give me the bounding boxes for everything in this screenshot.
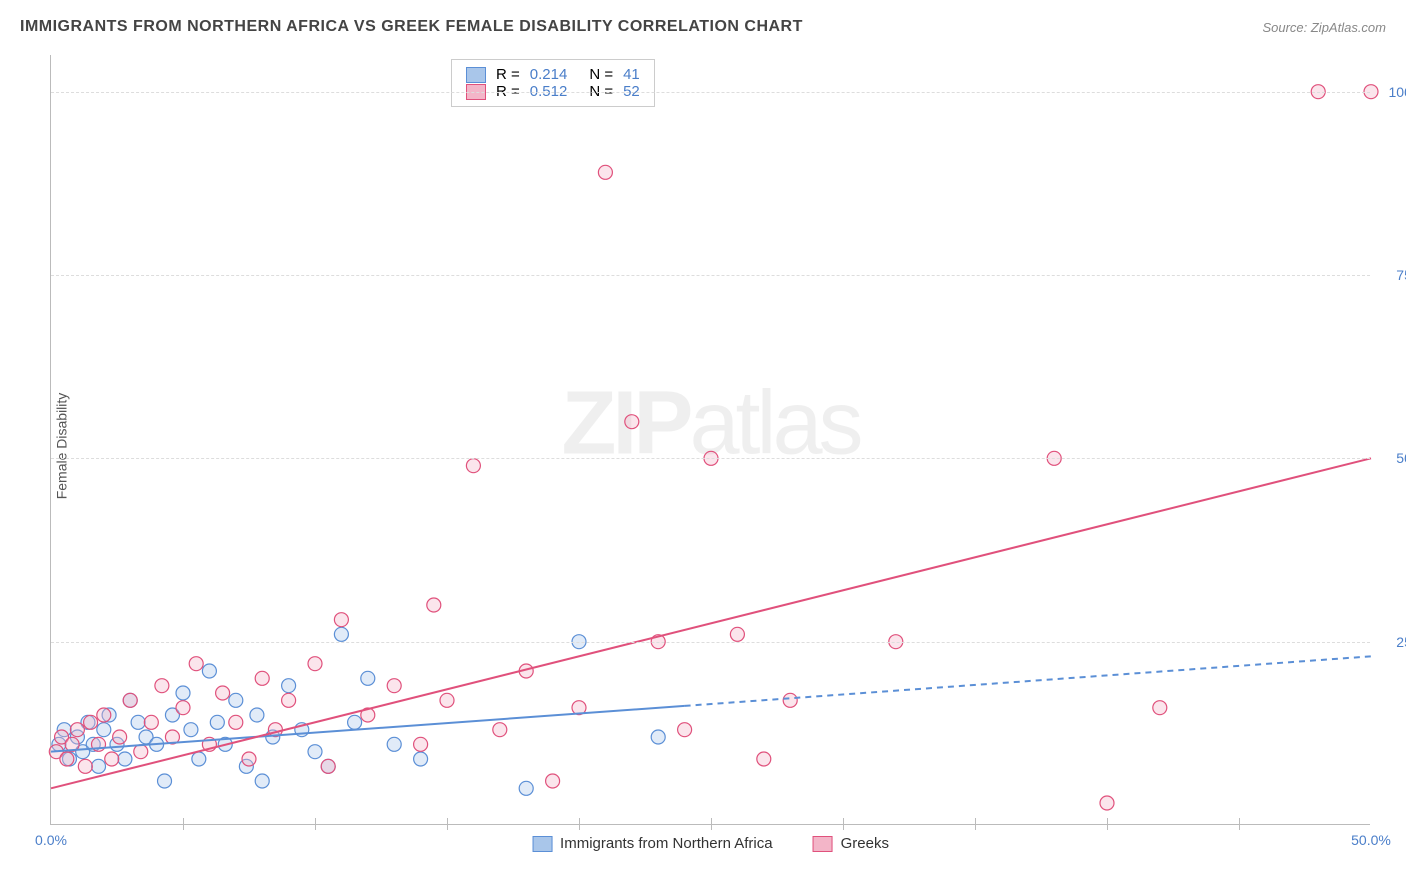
data-point xyxy=(783,693,797,707)
data-point xyxy=(361,671,375,685)
gridline-h xyxy=(51,458,1370,459)
y-tick-label: 25.0% xyxy=(1396,634,1406,650)
data-point xyxy=(84,715,98,729)
data-point xyxy=(730,627,744,641)
data-point xyxy=(308,745,322,759)
y-tick-label: 75.0% xyxy=(1396,267,1406,283)
data-point xyxy=(387,679,401,693)
data-point xyxy=(176,686,190,700)
data-point xyxy=(184,723,198,737)
data-point xyxy=(202,664,216,678)
data-point xyxy=(189,657,203,671)
data-point xyxy=(678,723,692,737)
data-point xyxy=(255,774,269,788)
data-point xyxy=(192,752,206,766)
n-label: N = xyxy=(589,66,613,83)
x-minor-tick xyxy=(975,818,976,830)
x-tick-label: 50.0% xyxy=(1351,832,1391,848)
data-point xyxy=(113,730,127,744)
data-point xyxy=(134,745,148,759)
data-point xyxy=(158,774,172,788)
data-point xyxy=(1153,701,1167,715)
data-point xyxy=(757,752,771,766)
x-tick-label: 0.0% xyxy=(35,832,67,848)
chart-title: IMMIGRANTS FROM NORTHERN AFRICA VS GREEK… xyxy=(20,18,803,36)
data-point xyxy=(493,723,507,737)
legend-label: Immigrants from Northern Africa xyxy=(560,835,773,852)
regression-line xyxy=(51,458,1371,788)
data-point xyxy=(321,759,335,773)
data-point xyxy=(466,459,480,473)
gridline-h xyxy=(51,275,1370,276)
legend-swatch xyxy=(813,836,833,852)
x-minor-tick xyxy=(1239,818,1240,830)
stats-legend: R =0.214N =41R =0.512N =52 xyxy=(451,59,655,107)
legend-label: Greeks xyxy=(841,835,889,852)
gridline-h xyxy=(51,92,1370,93)
data-point xyxy=(70,723,84,737)
chart-plot-area: ZIPatlas R =0.214N =41R =0.512N =52 Immi… xyxy=(50,55,1370,825)
legend-swatch xyxy=(532,836,552,852)
data-point xyxy=(440,693,454,707)
data-point xyxy=(414,752,428,766)
data-point xyxy=(427,598,441,612)
data-point xyxy=(210,715,224,729)
source-link[interactable]: ZipAtlas.com xyxy=(1311,20,1386,35)
x-minor-tick xyxy=(447,818,448,830)
data-point xyxy=(651,730,665,744)
data-point xyxy=(229,715,243,729)
data-point xyxy=(97,723,111,737)
x-minor-tick xyxy=(711,818,712,830)
data-point xyxy=(255,671,269,685)
y-tick-label: 100.0% xyxy=(1389,84,1406,100)
data-point xyxy=(546,774,560,788)
n-value: 41 xyxy=(623,66,640,83)
gridline-h xyxy=(51,642,1370,643)
data-point xyxy=(176,701,190,715)
x-minor-tick xyxy=(315,818,316,830)
data-point xyxy=(78,759,92,773)
x-minor-tick xyxy=(843,818,844,830)
stats-legend-row: R = 0.214 N = 41 xyxy=(466,66,640,83)
source-label: Source: xyxy=(1262,20,1310,35)
data-point xyxy=(348,715,362,729)
data-point xyxy=(229,693,243,707)
r-value: 0.214 xyxy=(530,66,568,83)
data-point xyxy=(414,737,428,751)
source-credit: Source: ZipAtlas.com xyxy=(1262,20,1386,35)
r-label: R = xyxy=(496,66,520,83)
data-point xyxy=(216,686,230,700)
data-point xyxy=(598,165,612,179)
y-tick-label: 50.0% xyxy=(1396,450,1406,466)
data-point xyxy=(118,752,132,766)
data-point xyxy=(144,715,158,729)
data-point xyxy=(97,708,111,722)
x-minor-tick xyxy=(1107,818,1108,830)
data-point xyxy=(131,715,145,729)
data-point xyxy=(387,737,401,751)
data-point xyxy=(105,752,119,766)
data-point xyxy=(282,679,296,693)
regression-line-extrapolated xyxy=(685,656,1371,706)
data-point xyxy=(308,657,322,671)
data-point xyxy=(92,759,106,773)
data-point xyxy=(250,708,264,722)
data-point xyxy=(519,781,533,795)
chart-svg xyxy=(51,55,1370,824)
data-point xyxy=(242,752,256,766)
data-point xyxy=(1100,796,1114,810)
legend-item: Immigrants from Northern Africa xyxy=(532,835,773,852)
data-point xyxy=(625,415,639,429)
legend-swatch xyxy=(466,67,486,83)
series-legend: Immigrants from Northern Africa Greeks xyxy=(532,835,889,852)
x-minor-tick xyxy=(183,818,184,830)
data-point xyxy=(155,679,169,693)
data-point xyxy=(282,693,296,707)
x-minor-tick xyxy=(579,818,580,830)
data-point xyxy=(123,693,137,707)
legend-item: Greeks xyxy=(813,835,889,852)
data-point xyxy=(334,627,348,641)
data-point xyxy=(334,613,348,627)
data-point xyxy=(60,752,74,766)
